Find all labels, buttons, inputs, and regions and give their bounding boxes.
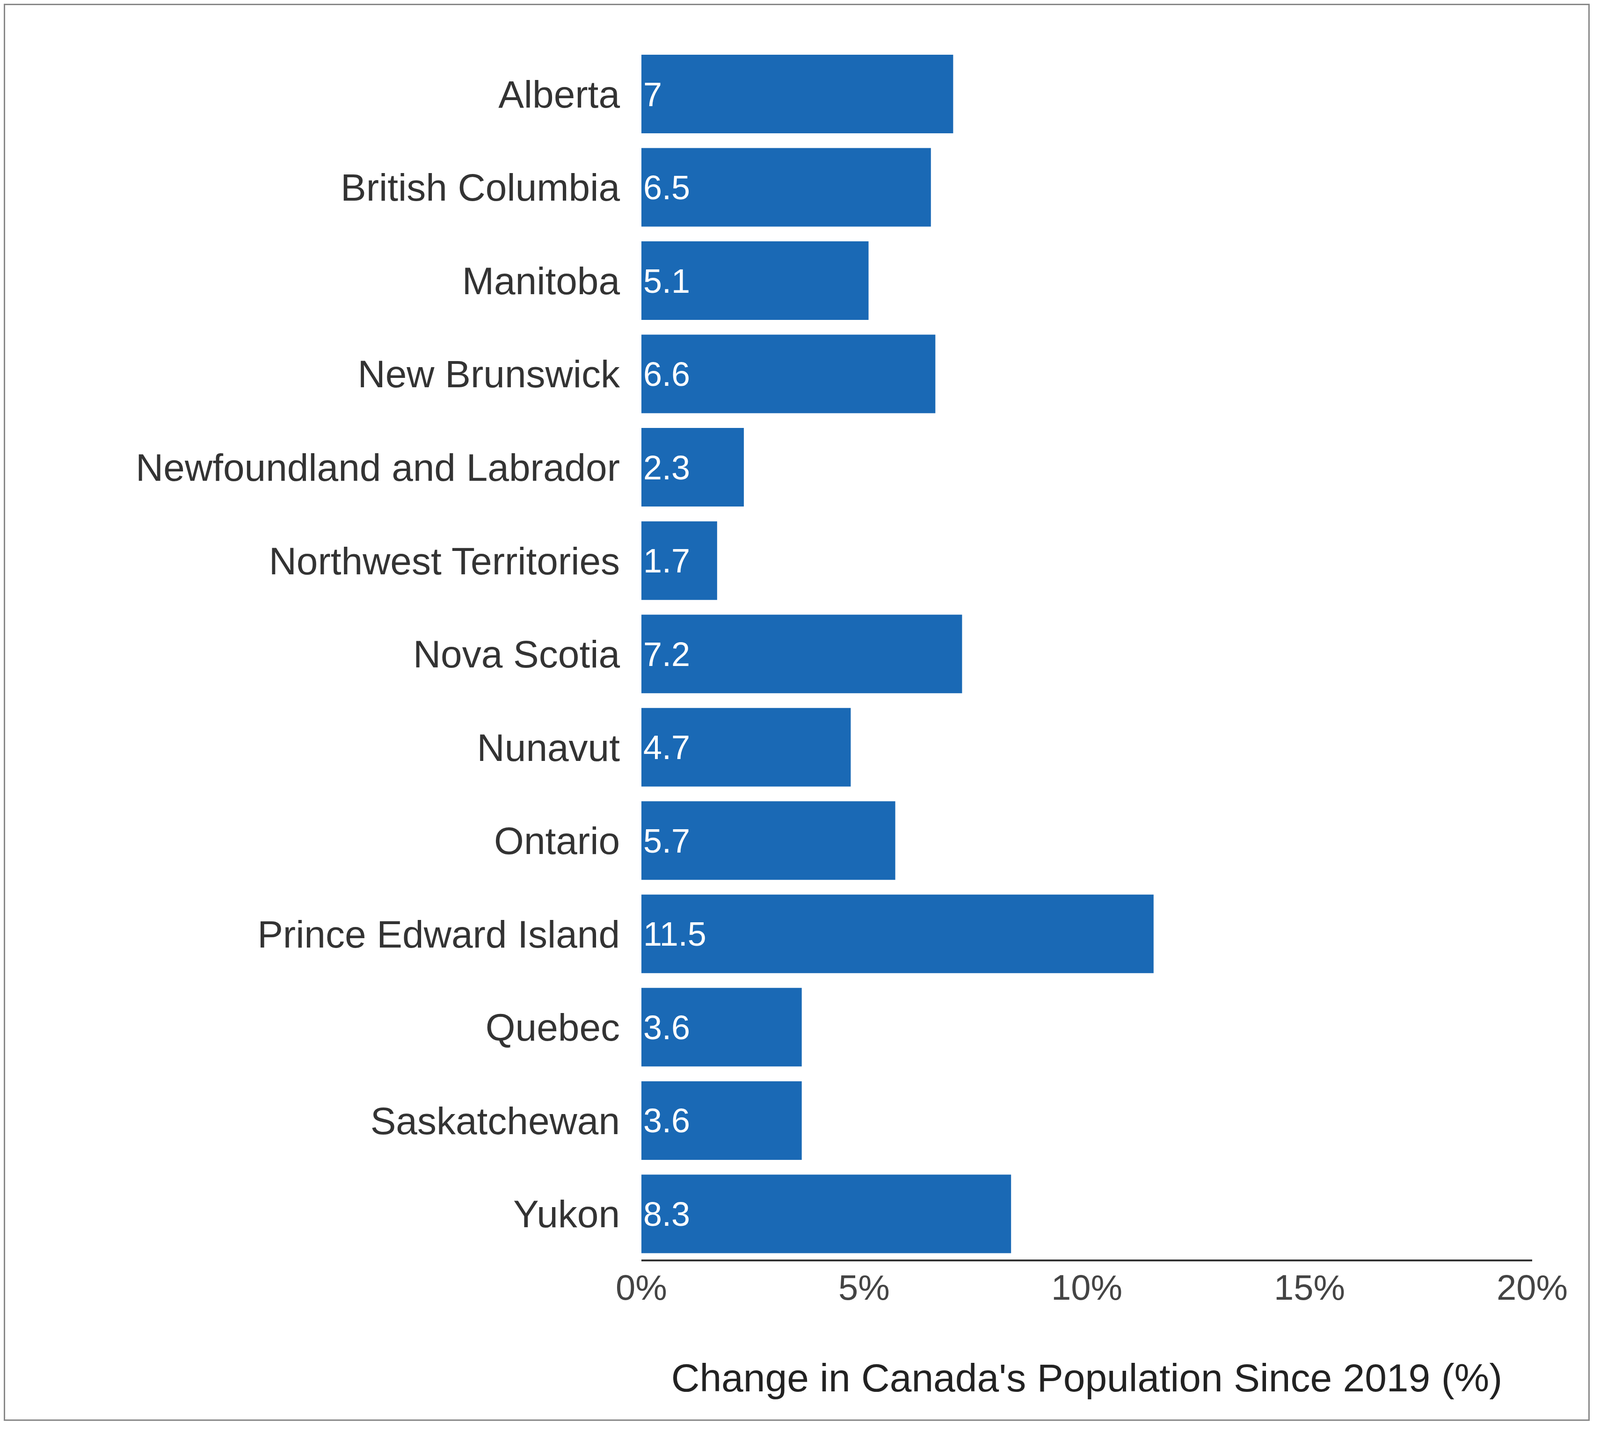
svg-text:15%: 15%	[1273, 1267, 1346, 1308]
svg-text:10%: 10%	[1051, 1267, 1123, 1308]
svg-text:Change in Canada's Population: Change in Canada's Population Since 2019…	[671, 1356, 1503, 1401]
svg-text:3.6: 3.6	[643, 1009, 691, 1047]
svg-text:Prince Edward Island: Prince Edward Island	[257, 913, 620, 956]
svg-text:20%: 20%	[1496, 1267, 1568, 1308]
svg-text:6.6: 6.6	[643, 355, 691, 393]
svg-text:Nova Scotia: Nova Scotia	[413, 632, 621, 676]
svg-text:Northwest Territories: Northwest Territories	[269, 539, 620, 583]
svg-text:6.5: 6.5	[643, 168, 691, 207]
svg-text:Quebec: Quebec	[485, 1006, 620, 1049]
svg-text:Nunavut: Nunavut	[477, 726, 621, 770]
svg-text:Manitoba: Manitoba	[462, 259, 621, 303]
svg-text:8.3: 8.3	[643, 1195, 691, 1234]
svg-text:British Columbia: British Columbia	[340, 166, 620, 209]
svg-text:Ontario: Ontario	[494, 819, 620, 863]
svg-text:5.1: 5.1	[643, 262, 691, 300]
svg-text:4.7: 4.7	[643, 728, 691, 767]
svg-text:11.5: 11.5	[643, 915, 707, 953]
svg-text:5%: 5%	[838, 1267, 890, 1308]
svg-text:5.7: 5.7	[643, 822, 691, 860]
svg-text:1.7: 1.7	[643, 542, 691, 580]
svg-text:2.3: 2.3	[643, 449, 691, 487]
svg-text:Yukon: Yukon	[513, 1192, 620, 1236]
svg-text:0%: 0%	[615, 1267, 668, 1308]
svg-text:7.2: 7.2	[643, 635, 691, 674]
svg-text:7: 7	[643, 75, 662, 114]
svg-text:Newfoundland and Labrador: Newfoundland and Labrador	[135, 446, 620, 489]
svg-text:3.6: 3.6	[643, 1102, 691, 1140]
svg-text:New Brunswick: New Brunswick	[357, 352, 621, 396]
svg-text:Alberta: Alberta	[498, 72, 620, 116]
svg-text:Saskatchewan: Saskatchewan	[370, 1099, 620, 1143]
